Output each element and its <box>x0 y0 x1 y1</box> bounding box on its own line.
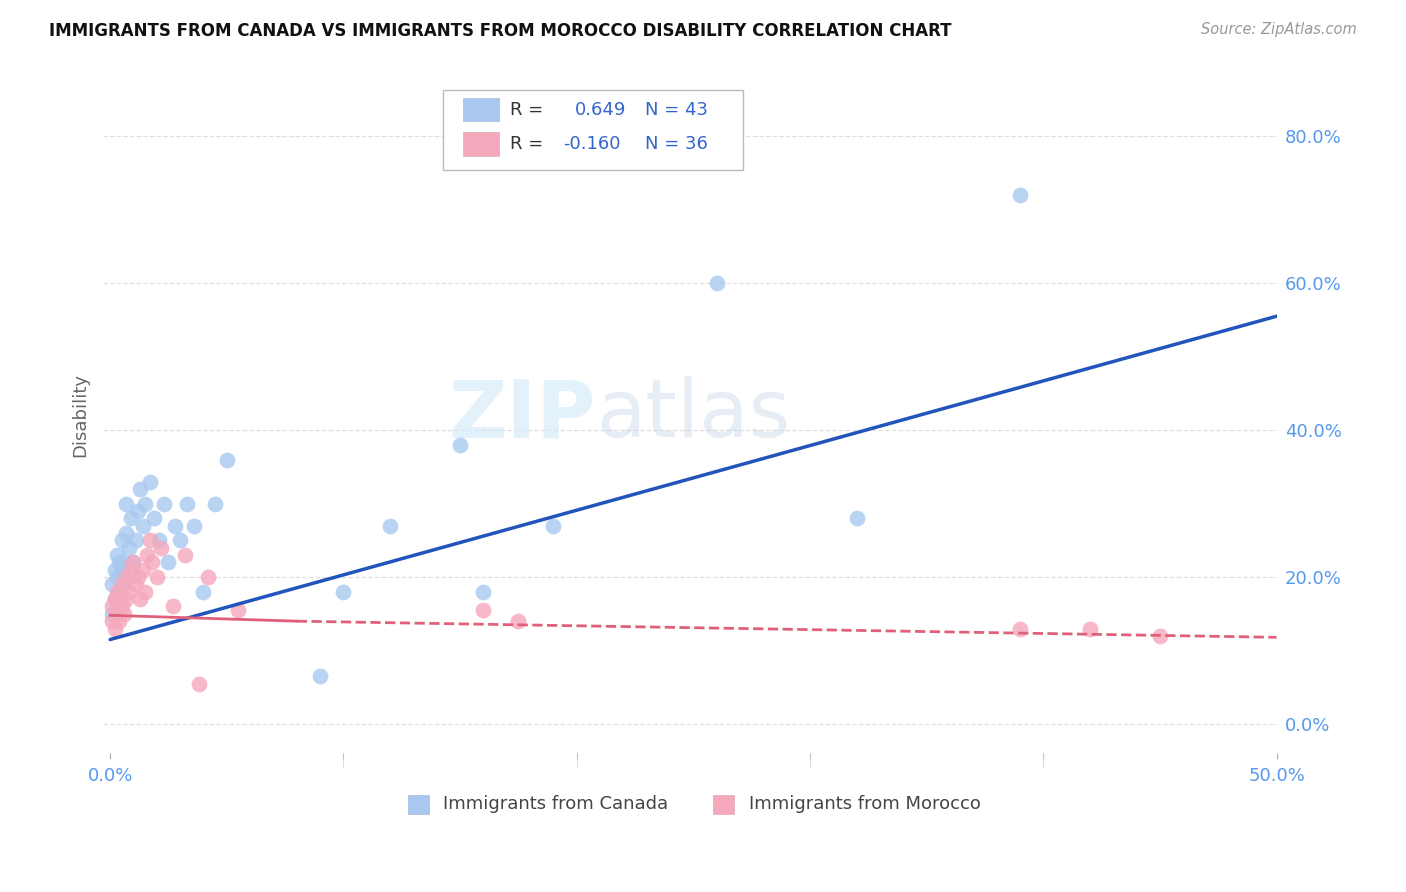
Point <box>165 518 187 533</box>
Point <box>176 497 198 511</box>
Point <box>108 592 131 607</box>
Point <box>101 599 124 614</box>
Point <box>118 541 141 555</box>
Point <box>111 533 134 548</box>
Y-axis label: Disability: Disability <box>72 374 89 458</box>
Point <box>148 533 170 548</box>
Point <box>472 584 495 599</box>
Point <box>101 614 124 628</box>
Point <box>134 497 156 511</box>
Point <box>215 452 238 467</box>
Point <box>197 570 219 584</box>
Point <box>139 533 162 548</box>
Point <box>1008 622 1031 636</box>
Point <box>127 570 149 584</box>
Point <box>118 584 141 599</box>
Point <box>108 614 131 628</box>
Point <box>150 541 173 555</box>
Point <box>125 533 148 548</box>
Point <box>134 584 156 599</box>
Point <box>122 555 145 569</box>
Point <box>101 607 124 621</box>
Point <box>115 592 138 607</box>
Point <box>139 475 162 489</box>
Point <box>157 555 180 569</box>
Point <box>706 276 728 290</box>
Point <box>108 555 131 569</box>
Point <box>115 526 138 541</box>
Point <box>132 518 155 533</box>
Point <box>122 555 145 569</box>
Point <box>449 438 471 452</box>
Point <box>472 603 495 617</box>
Point <box>129 482 152 496</box>
Point <box>129 592 152 607</box>
Text: IMMIGRANTS FROM CANADA VS IMMIGRANTS FROM MOROCCO DISABILITY CORRELATION CHART: IMMIGRANTS FROM CANADA VS IMMIGRANTS FRO… <box>49 22 952 40</box>
Text: N = 36: N = 36 <box>645 135 709 153</box>
Point <box>378 518 401 533</box>
Point <box>105 607 128 621</box>
Text: ZIP: ZIP <box>449 376 596 454</box>
Text: R =: R = <box>510 101 544 119</box>
Point <box>508 614 530 628</box>
Point <box>228 603 250 617</box>
Point <box>152 497 174 511</box>
Point <box>105 570 128 584</box>
Text: Immigrants from Morocco: Immigrants from Morocco <box>748 795 980 814</box>
Text: 0.649: 0.649 <box>575 101 626 119</box>
Point <box>143 511 166 525</box>
Point <box>104 592 127 607</box>
Point <box>120 563 142 577</box>
Point <box>112 607 135 621</box>
Point <box>204 497 226 511</box>
Text: Immigrants from Canada: Immigrants from Canada <box>443 795 669 814</box>
Point <box>1078 622 1101 636</box>
Point <box>104 592 127 607</box>
Point <box>332 584 354 599</box>
Point <box>169 533 191 548</box>
Point <box>111 563 134 577</box>
Point <box>1149 629 1171 643</box>
Point <box>125 577 148 591</box>
Text: atlas: atlas <box>596 376 790 454</box>
Point <box>104 622 127 636</box>
Text: R =: R = <box>510 135 544 153</box>
Point <box>115 497 138 511</box>
Point <box>108 584 131 599</box>
Point <box>127 504 149 518</box>
Point <box>543 518 565 533</box>
Point <box>132 563 155 577</box>
Point <box>104 563 127 577</box>
Text: -0.160: -0.160 <box>564 135 620 153</box>
Point <box>187 676 209 690</box>
Point <box>115 570 138 584</box>
Point <box>845 511 868 525</box>
Point <box>112 555 135 569</box>
Text: N = 43: N = 43 <box>645 101 709 119</box>
Point <box>146 570 169 584</box>
Bar <box>464 132 499 156</box>
Point <box>309 669 332 683</box>
Bar <box>408 795 429 814</box>
FancyBboxPatch shape <box>443 90 742 170</box>
Point <box>111 599 134 614</box>
Point <box>112 577 135 591</box>
Point <box>136 548 159 562</box>
Point <box>111 577 134 591</box>
Point <box>193 584 215 599</box>
Bar <box>713 795 734 814</box>
Point <box>105 548 128 562</box>
Point <box>101 577 124 591</box>
Point <box>141 555 163 569</box>
Text: Source: ZipAtlas.com: Source: ZipAtlas.com <box>1201 22 1357 37</box>
Point <box>173 548 195 562</box>
Point <box>120 511 142 525</box>
Point <box>162 599 184 614</box>
Point <box>1008 188 1031 202</box>
Bar <box>464 98 499 121</box>
Point <box>183 518 205 533</box>
Point <box>105 584 128 599</box>
